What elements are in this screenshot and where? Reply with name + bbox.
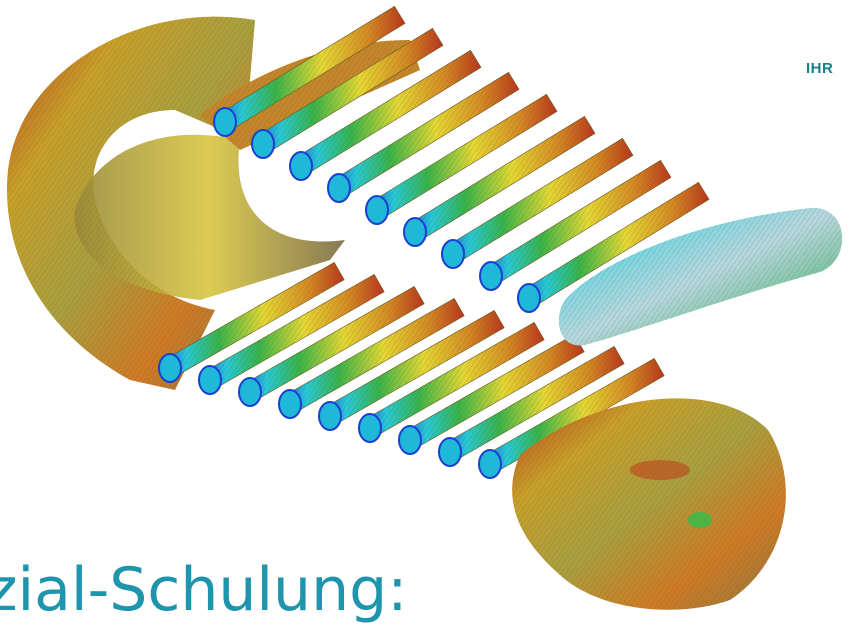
lower-bar-end <box>238 377 262 407</box>
upper-bar-end <box>479 261 503 291</box>
lower-bar-texture <box>325 310 505 425</box>
upper-bar-end <box>289 151 313 181</box>
lower-bar-texture <box>445 346 625 461</box>
upper-bar-texture <box>447 138 633 263</box>
upper-bar-end <box>251 129 275 159</box>
lower-bar-texture <box>485 358 665 473</box>
upper-bar-texture <box>219 6 405 131</box>
lower-bar-texture <box>165 262 345 377</box>
lower-bar-end <box>478 449 502 479</box>
lower-bar-texture <box>405 334 585 449</box>
upper-bar-texture <box>257 28 443 153</box>
upper-bar-end <box>365 195 389 225</box>
upper-conductor-row <box>213 5 710 313</box>
lower-conductor-row <box>158 262 665 479</box>
upper-bar-texture <box>409 116 595 241</box>
upper-bar-texture <box>295 50 481 175</box>
upper-bar-end <box>213 107 237 137</box>
upper-bar-end <box>517 283 541 313</box>
ihr-logo: IHR <box>806 60 834 77</box>
lower-bar-texture <box>365 322 545 437</box>
upper-bar-texture <box>523 182 709 307</box>
lower-bar-end <box>198 365 222 395</box>
upper-bar-end <box>327 173 351 203</box>
lower-bar-end <box>278 389 302 419</box>
lower-bar-end <box>358 413 382 443</box>
right-upper-end <box>558 207 843 346</box>
slide-title: zial-Schulung: <box>0 555 408 625</box>
lower-bar-end <box>318 401 342 431</box>
lower-bar-end <box>158 353 182 383</box>
lower-bar-texture <box>205 274 385 389</box>
upper-bar-texture <box>485 160 671 285</box>
upper-bar-end <box>403 217 427 247</box>
upper-bar-end <box>441 239 465 269</box>
upper-bar-texture <box>333 72 519 197</box>
right-lower-end-turn <box>512 398 786 610</box>
lower-bar-end <box>438 437 462 467</box>
lower-bar-end <box>398 425 422 455</box>
lower-bar-texture <box>245 286 425 401</box>
upper-bar-texture <box>371 94 557 219</box>
lower-bar-texture <box>285 298 465 413</box>
left-end-turn <box>7 16 420 391</box>
